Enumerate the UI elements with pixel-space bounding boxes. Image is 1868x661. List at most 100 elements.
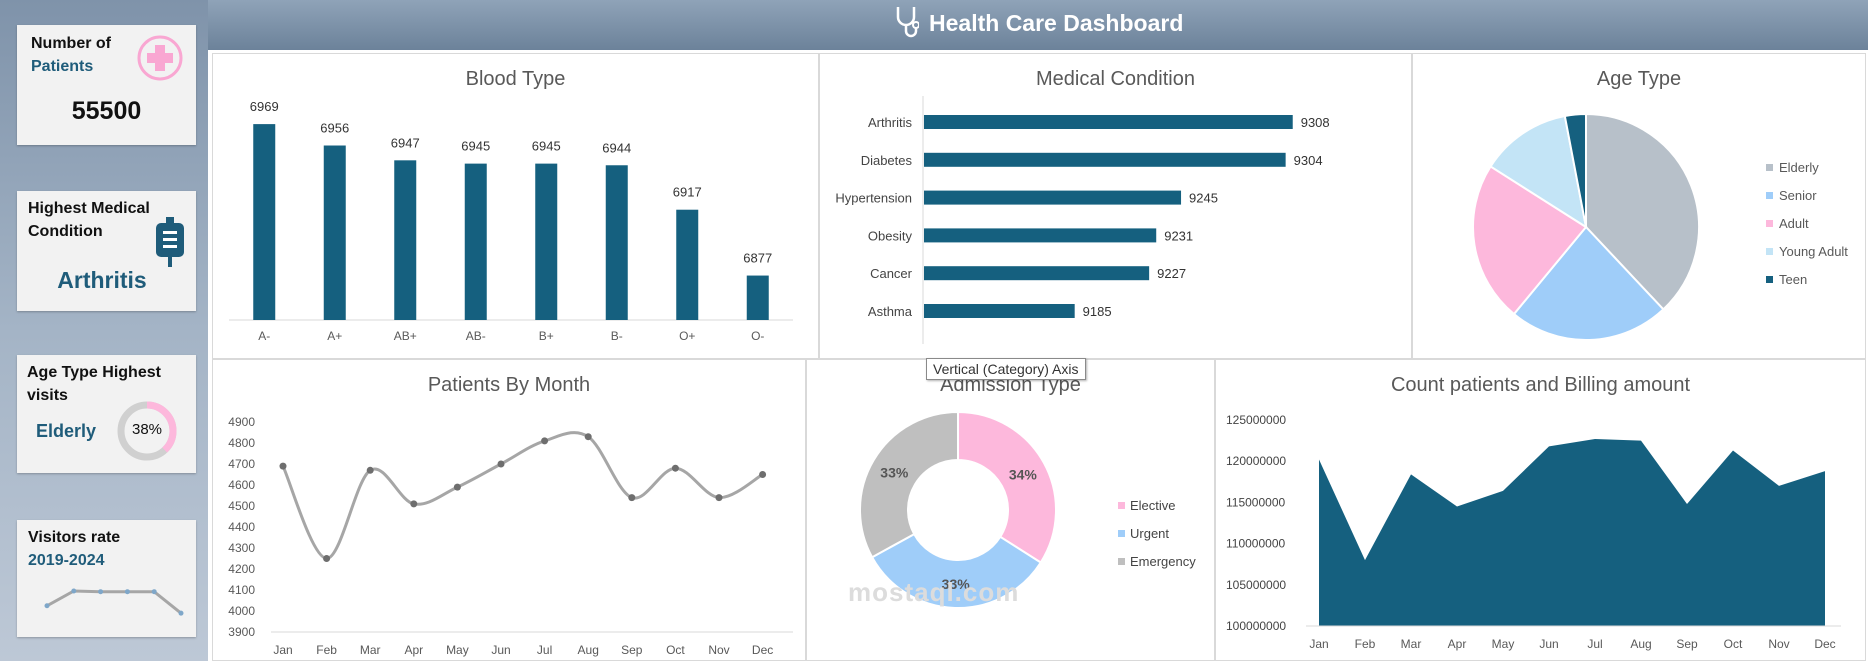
blood-type-bar	[323, 145, 346, 320]
age-legend-swatch	[1766, 276, 1773, 283]
month-point	[453, 483, 461, 491]
month-y-tick: 4200	[228, 562, 255, 576]
blood-type-bar	[535, 163, 558, 320]
condition-tick: Cancer	[870, 266, 913, 281]
month-y-tick: 4700	[228, 457, 255, 471]
sparkline-point	[124, 589, 130, 595]
billing-area	[1319, 438, 1825, 626]
age-legend-label: Senior	[1779, 188, 1817, 203]
blood-type-title: Blood Type	[465, 68, 566, 90]
billing-x-tick: Apr	[1448, 637, 1467, 651]
billing-x-tick: Sep	[1676, 637, 1698, 651]
page-title-text: Health Care Dashboard	[929, 10, 1184, 36]
billing-y-tick: 125000000	[1226, 413, 1286, 427]
admission-type-panel: Admission Type 34% 33% 33% Elective Urgent Em…	[806, 359, 1215, 661]
admission-legend-label: Emergency	[1130, 554, 1196, 569]
age-legend-swatch	[1766, 248, 1773, 255]
condition-tick: Asthma	[868, 304, 913, 319]
month-y-tick: 4800	[228, 436, 255, 450]
admission-legend-swatch	[1118, 530, 1125, 537]
sparkline-point	[178, 610, 184, 616]
condition-tick: Hypertension	[835, 191, 912, 206]
kpi-age-label-2: visits	[27, 387, 68, 404]
patients-by-month-panel: Patients By Month 4900 4800 4700 4600 4500 44…	[212, 359, 806, 661]
month-point	[628, 494, 636, 502]
admission-value-label: 33%	[942, 576, 971, 592]
iv-bag-icon	[156, 217, 184, 267]
plus-cross-icon	[137, 35, 183, 81]
age-legend-label: Teen	[1779, 272, 1807, 287]
sparkline-point	[98, 589, 104, 595]
month-y-tick: 4400	[228, 520, 255, 534]
kpi-card-condition: Highest Medical Condition Arthritis	[17, 191, 196, 311]
blood-type-bar	[464, 163, 487, 320]
age-legend-label: Elderly	[1779, 160, 1819, 175]
age-type-slice	[1512, 225, 1665, 341]
admission-legend-swatch	[1118, 558, 1125, 565]
admission-legend-swatch	[1118, 502, 1125, 509]
kpi-age-value: Elderly	[36, 421, 97, 441]
month-point	[366, 466, 374, 474]
admission-type-chart: 34% 33% 33% Elective Urgent Emergency	[859, 410, 1196, 609]
month-x-tick: Oct	[666, 643, 685, 657]
kpi-condition-value: Arthritis	[57, 267, 147, 293]
medical-condition-panel: Medical Condition 9308 Arthritis 9304 Diabe…	[819, 53, 1412, 359]
billing-x-tick: Jul	[1587, 637, 1602, 651]
blood-type-value-label: 6945	[532, 139, 561, 154]
month-y-tick: 4300	[228, 541, 255, 555]
month-x-tick: Apr	[404, 643, 423, 657]
condition-bar	[924, 304, 1075, 318]
month-x-tick: Feb	[316, 643, 337, 657]
month-point	[279, 462, 287, 470]
age-legend-label: Young Adult	[1779, 244, 1848, 259]
age-percent-arc	[117, 401, 177, 461]
condition-bar	[924, 115, 1293, 129]
stethoscope-icon	[896, 6, 920, 38]
billing-area-chart: 125000000 120000000 115000000 110000000 1050…	[1226, 413, 1841, 651]
patients-by-month-chart: 4900 4800 4700 4600 4500 4400 4300 4200 4100 4000…	[228, 415, 793, 657]
age-legend-swatch	[1766, 192, 1773, 199]
month-x-tick: Jun	[491, 643, 510, 657]
sparkline-point	[44, 603, 50, 609]
kpi-age-label: Age Type Highest	[27, 364, 161, 381]
dashboard-header: Health Care Dashboard	[208, 0, 1868, 50]
condition-value-label: 9245	[1189, 191, 1218, 206]
condition-value-label: 9231	[1164, 228, 1193, 243]
blood-type-tick: AB+	[394, 329, 417, 343]
blood-type-value-label: 6944	[602, 140, 631, 155]
kpi-visitors-label: Visitors rate	[28, 529, 121, 546]
blood-type-value-label: 6947	[391, 135, 420, 150]
age-type-slice	[1585, 112, 1700, 311]
kpi-condition-label: Highest Medical	[28, 200, 150, 217]
blood-type-bar	[605, 165, 628, 320]
age-type-panel: Age Type Elderly Senior Adult Young Adult Te…	[1412, 53, 1866, 359]
age-legend-label: Adult	[1779, 216, 1809, 231]
blood-type-tick: B-	[611, 329, 623, 343]
month-x-tick: Dec	[752, 643, 773, 657]
patients-by-month-title: Patients By Month	[427, 374, 591, 396]
month-y-tick: 4600	[228, 478, 255, 492]
month-x-tick: Jan	[273, 643, 292, 657]
month-x-tick: Jul	[537, 643, 552, 657]
condition-tick: Arthritis	[868, 115, 913, 130]
age-percent-ring	[117, 401, 177, 461]
kpi-sidebar: Number of Patients 55500 Highest Medical…	[0, 0, 208, 661]
kpi-age-percent: 38%	[131, 421, 163, 438]
month-x-tick: Sep	[621, 643, 643, 657]
admission-legend-label: Urgent	[1130, 526, 1169, 541]
admission-slice	[957, 410, 1057, 564]
billing-x-tick: Mar	[1401, 637, 1422, 651]
month-line	[281, 431, 764, 561]
kpi-patients-value: 55500	[71, 97, 142, 125]
medical-condition-title: Medical Condition	[1036, 68, 1195, 90]
kpi-condition-label-2: Condition	[28, 223, 103, 240]
watermark: mostaql.com	[848, 577, 1020, 607]
sparkline-point	[71, 588, 77, 594]
age-legend-swatch	[1766, 164, 1773, 171]
kpi-visitors-years: 2019-2024	[28, 552, 105, 569]
axis-tooltip: Vertical (Category) Axis	[926, 358, 1086, 380]
sparkline-line	[46, 589, 182, 615]
billing-x-tick: Dec	[1814, 637, 1835, 651]
month-point	[759, 471, 767, 478]
month-point	[715, 494, 723, 502]
